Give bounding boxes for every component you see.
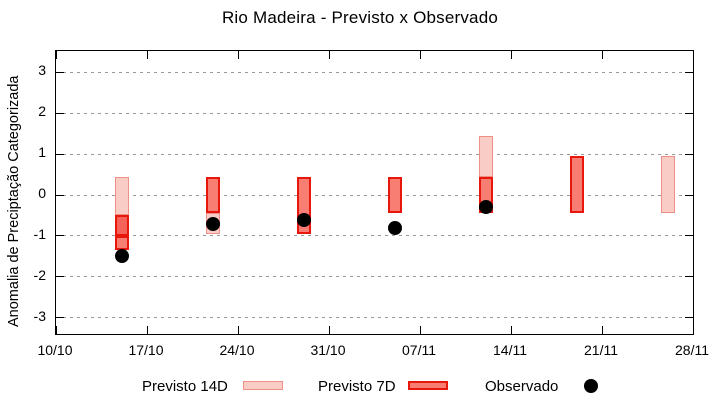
y-tick-mark bbox=[56, 153, 64, 155]
x-tick-label: 21/11 bbox=[584, 342, 618, 358]
y-tick-label: -1 bbox=[33, 225, 46, 242]
plot-area bbox=[55, 50, 694, 335]
x-tick-mark bbox=[328, 51, 330, 59]
legend-label-observado: Observado bbox=[485, 378, 559, 395]
y-tick-mark bbox=[685, 317, 693, 319]
x-tick-mark bbox=[601, 51, 603, 59]
observado-point bbox=[478, 200, 493, 215]
gridline bbox=[56, 317, 693, 319]
y-tick-label: 3 bbox=[38, 62, 46, 79]
y-tick-mark bbox=[56, 112, 64, 114]
x-tick-mark bbox=[55, 326, 57, 334]
forecast-bar-segment-previsto_7d bbox=[569, 156, 584, 214]
observado-point bbox=[114, 249, 129, 264]
x-tick-mark bbox=[692, 326, 694, 334]
y-tick-mark bbox=[685, 235, 693, 237]
x-tick-mark bbox=[419, 51, 421, 59]
y-tick-mark bbox=[56, 276, 64, 278]
x-tick-mark bbox=[146, 51, 148, 59]
x-tick-mark bbox=[55, 51, 57, 59]
y-tick-label: 0 bbox=[38, 185, 46, 201]
legend-observado-dot bbox=[584, 379, 598, 393]
forecast-bar-segment-previsto_14d bbox=[114, 176, 129, 216]
y-tick-mark bbox=[56, 317, 64, 319]
forecast-bar-segment-overlap_7d_14d bbox=[114, 215, 129, 236]
x-tick-mark bbox=[601, 326, 603, 334]
y-tick-label: 1 bbox=[38, 144, 46, 161]
gridline bbox=[56, 112, 693, 114]
forecast-bar-segment-previsto_7d bbox=[387, 176, 402, 214]
x-tick-mark bbox=[692, 51, 694, 59]
gridline bbox=[56, 71, 693, 73]
legend-swatch-previsto-14d bbox=[243, 381, 283, 390]
x-tick-mark bbox=[510, 51, 512, 59]
forecast-bar-segment-previsto_7d bbox=[114, 235, 129, 251]
y-tick-mark bbox=[685, 112, 693, 114]
x-tick-mark bbox=[237, 326, 239, 334]
y-tick-mark bbox=[685, 153, 693, 155]
gridline bbox=[56, 153, 693, 155]
x-tick-mark bbox=[328, 326, 330, 334]
legend-label-previsto-7d: Previsto 7D bbox=[318, 378, 396, 395]
gridline bbox=[56, 235, 693, 237]
gridline bbox=[56, 276, 693, 278]
x-tick-label: 31/10 bbox=[310, 342, 346, 358]
chart-title: Rio Madeira - Previsto x Observado bbox=[221, 8, 499, 27]
x-tick-label: 28/11 bbox=[675, 342, 709, 358]
observado-point bbox=[387, 220, 402, 235]
x-tick-mark bbox=[419, 326, 421, 334]
y-tick-mark bbox=[685, 276, 693, 278]
legend-label-previsto-14d: Previsto 14D bbox=[142, 378, 228, 395]
forecast-bar-segment-previsto_7d bbox=[205, 176, 220, 214]
y-tick-label: -3 bbox=[33, 307, 46, 324]
y-tick-label: -2 bbox=[33, 266, 46, 283]
x-tick-label: 07/11 bbox=[402, 342, 436, 358]
y-tick-mark bbox=[56, 71, 64, 73]
observado-point bbox=[296, 212, 311, 227]
x-tick-mark bbox=[146, 326, 148, 334]
x-tick-mark bbox=[510, 326, 512, 334]
x-tick-label: 14/11 bbox=[493, 342, 527, 358]
y-tick-mark bbox=[685, 71, 693, 73]
y-tick-mark bbox=[685, 194, 693, 196]
forecast-bar-segment-previsto_14d bbox=[478, 135, 493, 177]
observado-point bbox=[205, 216, 220, 231]
x-tick-label: 17/10 bbox=[128, 342, 164, 358]
forecast-bar-segment-previsto_14d bbox=[660, 156, 675, 214]
gridline bbox=[56, 194, 693, 196]
y-tick-label: 2 bbox=[38, 103, 46, 120]
x-tick-label: 10/10 bbox=[37, 342, 73, 358]
x-tick-mark bbox=[237, 51, 239, 59]
x-tick-label: 24/10 bbox=[219, 342, 255, 358]
legend-swatch-previsto-7d bbox=[408, 381, 448, 390]
y-tick-mark bbox=[56, 194, 64, 196]
y-tick-mark bbox=[56, 235, 64, 237]
